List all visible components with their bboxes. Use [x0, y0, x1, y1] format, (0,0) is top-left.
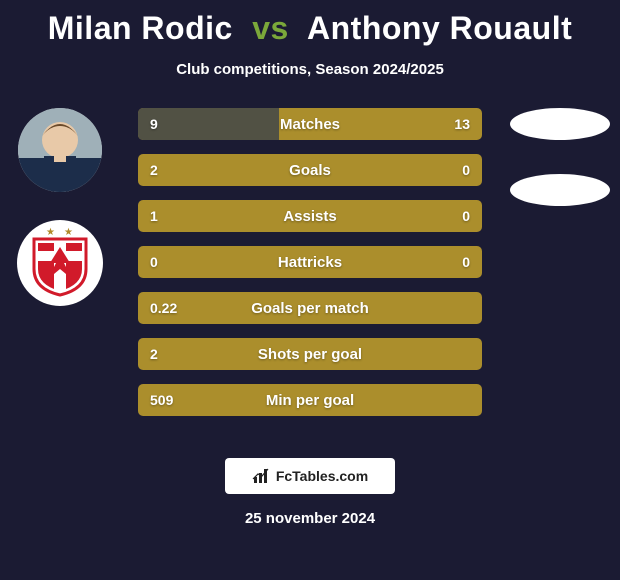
subtitle: Club competitions, Season 2024/2025: [0, 61, 620, 78]
stat-row: 0.22 Goals per match: [138, 292, 482, 324]
stat-value-left: 0.22: [150, 300, 177, 316]
stat-label: Shots per goal: [258, 346, 362, 363]
team2-badge: [510, 174, 610, 206]
stat-value-left: 1: [150, 208, 158, 224]
comparison-title: Milan Rodic vs Anthony Rouault: [0, 0, 620, 47]
left-avatar-column: ★ ★: [0, 108, 120, 306]
person-icon: [18, 108, 102, 192]
stat-label: Goals per match: [251, 300, 369, 317]
stat-value-right: 0: [462, 254, 470, 270]
stat-bars: 9 Matches 13 2 Goals 0 1 Assists 0 0 Hattricks 0 0.2…: [138, 108, 482, 416]
stat-value-right: 0: [462, 162, 470, 178]
stat-row: 2 Shots per goal: [138, 338, 482, 370]
comparison-body: ★ ★ 9 Matches 13 2 Goals 0 1 Assists 0 0 Hattricks…: [0, 108, 620, 438]
star-icon: ★: [46, 227, 55, 238]
stat-value-right: 0: [462, 208, 470, 224]
player1-avatar: [18, 108, 102, 192]
stat-label: Min per goal: [266, 392, 354, 409]
stat-label: Hattricks: [278, 254, 342, 271]
stat-value-left: 2: [150, 162, 158, 178]
stat-value-left: 0: [150, 254, 158, 270]
stat-row: 0 Hattricks 0: [138, 246, 482, 278]
brand-badge: FcTables.com: [225, 458, 395, 494]
team1-crest: ★ ★: [17, 220, 103, 306]
vs-label: vs: [252, 10, 289, 46]
brand-text: FcTables.com: [276, 468, 368, 484]
chart-icon: [252, 467, 270, 485]
stat-row: 2 Goals 0: [138, 154, 482, 186]
stat-value-left: 9: [150, 116, 158, 132]
stat-row: 9 Matches 13: [138, 108, 482, 140]
crest-icon: [30, 229, 90, 297]
date-label: 25 november 2024: [0, 510, 620, 527]
stat-value-left: 2: [150, 346, 158, 362]
stat-value-left: 509: [150, 392, 173, 408]
star-icon: ★: [64, 227, 73, 238]
stat-label: Matches: [280, 116, 340, 133]
player2-name: Anthony Rouault: [307, 10, 572, 46]
player1-name: Milan Rodic: [48, 10, 233, 46]
stat-label: Goals: [289, 162, 331, 179]
stat-label: Assists: [283, 208, 336, 225]
stat-value-right: 13: [454, 116, 470, 132]
stat-row: 509 Min per goal: [138, 384, 482, 416]
stat-row: 1 Assists 0: [138, 200, 482, 232]
player2-badge: [510, 108, 610, 140]
bar-fill-left: [138, 108, 279, 140]
right-avatar-column: [500, 108, 620, 206]
